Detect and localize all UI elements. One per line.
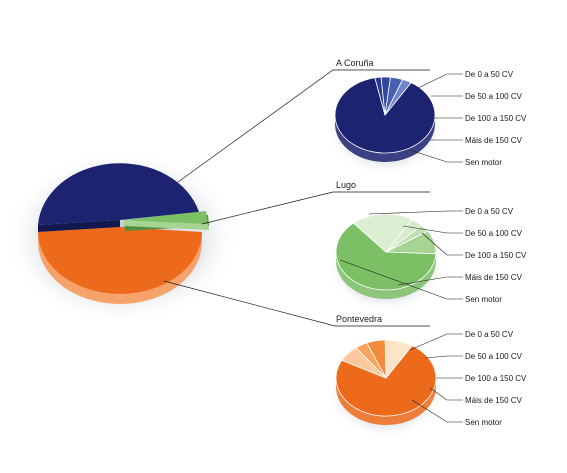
main-slice-lugo-front <box>124 220 209 230</box>
slice-sen-motor <box>352 213 413 253</box>
main-slice-pontevedra <box>38 227 202 294</box>
legend-label-de-100-a-150-cv: De 100 a 150 CV <box>465 114 527 123</box>
legend-label-de-0-a-50-cv: De 0 a 50 CV <box>465 330 514 339</box>
main-slice-a-coruna-side <box>38 220 120 232</box>
sub-pie-pontevedra: De 0 a 50 CV De 50 a 100 CV De 100 a 150 C… <box>326 330 527 439</box>
slice-de-0-a-50-cv <box>334 77 436 154</box>
leader-line <box>417 73 463 89</box>
legend-label-de-100-a-150-cv: De 100 a 150 CV <box>465 251 527 260</box>
legend-label-de-50-a-100-cv: De 50 a 100 CV <box>465 352 523 361</box>
legend-label-de-50-a-100-cv: De 50 a 100 CV <box>465 92 523 101</box>
connector-pontevedra <box>163 280 430 327</box>
leader-line <box>424 355 463 359</box>
main-slice-lugo <box>124 211 208 224</box>
legend-label-de-0-a-50-cv: De 0 a 50 CV <box>465 70 514 79</box>
legend-label-sen-motor: Sen motor <box>465 418 502 427</box>
slice-side-1 <box>336 378 436 425</box>
section-title-lugo: Lugo <box>336 180 356 190</box>
leader-line <box>397 276 463 286</box>
connector-a-coruna <box>177 69 430 183</box>
sub-pie-a-coruna: De 0 a 50 CV De 50 a 100 CV De 100 a 150 C… <box>325 70 527 176</box>
leader-line <box>339 259 463 300</box>
legend-label-de-50-a-100-cv: De 50 a 100 CV <box>465 229 523 238</box>
main-slice-pontevedra-side <box>38 232 202 304</box>
connector-lugo <box>201 191 430 225</box>
legend-label-sen-motor: Sen motor <box>465 295 502 304</box>
legend-label-mais-de-150-cv: Máis de 150 CV <box>465 136 523 145</box>
slice-de-0-a-50-cv <box>335 345 437 417</box>
main-pie <box>4 149 240 325</box>
sub-pies: De 0 a 50 CV De 50 a 100 CV De 100 a 150 C… <box>325 70 527 439</box>
leader-line <box>411 399 463 423</box>
slice-side-4 <box>336 252 436 299</box>
legend-label-sen-motor: Sen motor <box>465 158 502 167</box>
main-slice-a-coruna <box>38 163 199 225</box>
legend-label-mais-de-150-cv: Máis de 150 CV <box>465 396 523 405</box>
slice-sen-motor <box>384 339 413 380</box>
section-title-a-coruna: A Coruña <box>336 58 374 68</box>
slice-mais-de-150-cv <box>335 222 437 291</box>
legend-label-de-100-a-150-cv: De 100 a 150 CV <box>465 374 527 383</box>
leader-line <box>402 225 463 234</box>
leader-line <box>368 210 463 215</box>
legend-label-de-0-a-50-cv: De 0 a 50 CV <box>465 207 514 216</box>
leader-line <box>429 387 463 401</box>
section-title-pontevedra: Pontevedra <box>336 314 382 324</box>
leader-line <box>409 333 463 351</box>
leader-line <box>421 232 463 256</box>
legend-label-mais-de-150-cv: Máis de 150 CV <box>465 273 523 282</box>
sub-pie-lugo: De 0 a 50 CV De 50 a 100 CV De 100 a 150 C… <box>326 207 527 313</box>
leader-line <box>409 149 463 163</box>
slice-sen-motor <box>384 78 412 116</box>
main-connectors <box>163 69 430 327</box>
